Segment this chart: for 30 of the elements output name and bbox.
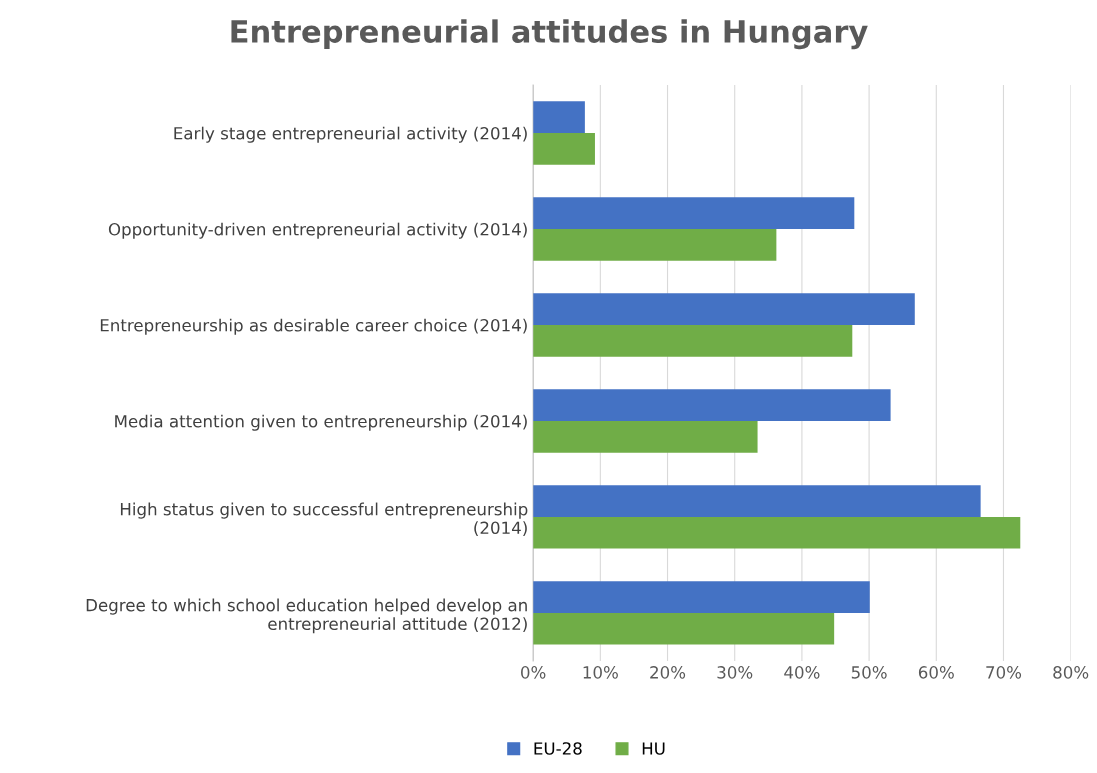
chart-title: Entrepreneurial attitudes in Hungary bbox=[231, 19, 868, 50]
bar bbox=[533, 324, 853, 357]
bar bbox=[533, 581, 870, 613]
bar bbox=[533, 293, 915, 325]
bar bbox=[533, 516, 1021, 549]
legend-label: HU bbox=[642, 742, 665, 755]
y-tick-label: High status given to successful entrepreneurship (2014) bbox=[120, 502, 528, 537]
y-tick-label: Degree to which school education helped develop an entrepreneurial attitude (2012) bbox=[86, 598, 527, 634]
bar bbox=[533, 229, 777, 261]
x-tick-label: 40% bbox=[784, 666, 820, 679]
x-tick-label: 10% bbox=[583, 666, 618, 679]
bar bbox=[533, 612, 835, 645]
y-tick-label: Media attention given to entrepreneurship (2014) bbox=[115, 414, 527, 431]
x-tick-label: 0% bbox=[521, 666, 546, 679]
legend-label: EU-28 bbox=[534, 742, 582, 755]
x-tick-label: 70% bbox=[986, 666, 1022, 679]
bar bbox=[533, 197, 855, 229]
y-tick-label: Opportunity-driven entrepreneurial activity (2014) bbox=[108, 222, 527, 239]
x-tick-label: 50% bbox=[851, 666, 887, 679]
bar bbox=[533, 389, 891, 421]
bar bbox=[533, 420, 758, 453]
bar bbox=[533, 133, 595, 165]
x-tick-label: 20% bbox=[650, 666, 686, 679]
bar bbox=[533, 485, 981, 517]
y-tick-label: Entrepreneurship as desirable career choice (2014) bbox=[100, 318, 527, 335]
x-tick-label: 80% bbox=[1053, 666, 1089, 679]
y-tick-label: Early stage entrepreneurial activity (2014) bbox=[174, 126, 527, 143]
x-tick-label: 30% bbox=[717, 666, 753, 679]
bar bbox=[533, 101, 585, 134]
x-tick-label: 60% bbox=[918, 666, 954, 679]
